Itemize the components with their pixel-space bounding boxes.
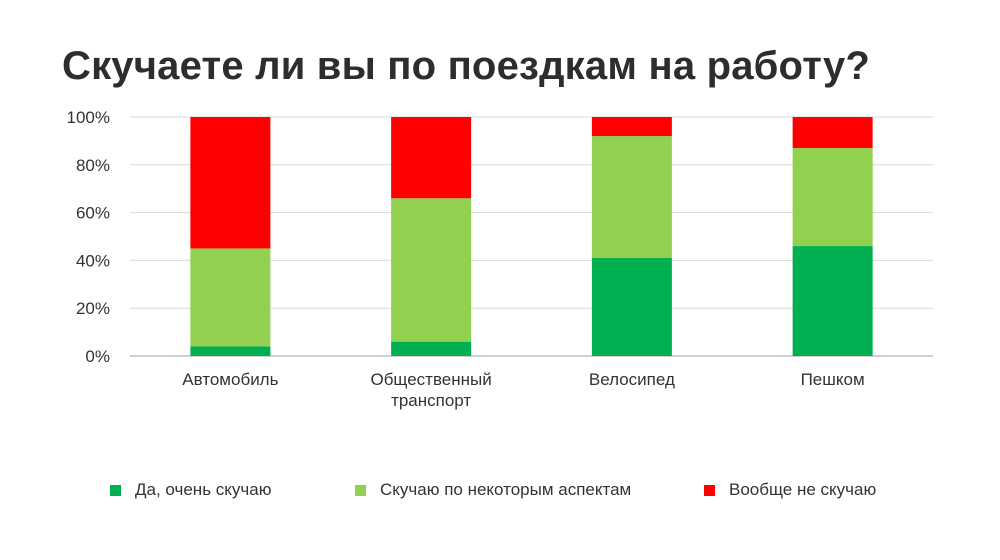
legend-label: Вообще не скучаю [729, 480, 877, 499]
bar-segment [591, 258, 672, 356]
legend-label: Да, очень скучаю [135, 480, 272, 499]
y-tick-label: 100% [67, 108, 110, 127]
bar-segment [391, 198, 472, 342]
bar-segment [792, 117, 873, 149]
bar-segment [190, 346, 271, 356]
chart-legend: Да, очень скучаю Скучаю по некоторым аспе… [0, 480, 1000, 504]
y-tick-label: 0% [85, 347, 110, 366]
legend-item: Вообще не скучаю [704, 480, 876, 500]
x-tick-label: Общественный транспорт [370, 370, 491, 410]
y-tick-label: 80% [76, 156, 110, 175]
y-tick-label: 60% [76, 204, 110, 223]
y-tick-label: 40% [76, 251, 110, 270]
legend-item: Скучаю по некоторым аспектам [355, 480, 631, 500]
y-tick-label: 20% [76, 299, 110, 318]
legend-swatch [110, 484, 121, 496]
bar-segment [391, 117, 472, 199]
bar-segment [792, 246, 873, 356]
x-tick-label: Велосипед [589, 370, 675, 389]
legend-label: Скучаю по некоторым аспектам [380, 480, 632, 499]
chart-title: Скучаете ли вы по поездкам на работу? [62, 44, 871, 88]
legend-swatch [704, 484, 715, 496]
legend-item: Да, очень скучаю [110, 480, 271, 500]
bar-segment [190, 248, 271, 347]
x-tick-label: Автомобиль [182, 370, 278, 389]
bar-segment [591, 136, 672, 259]
bar-segment [190, 117, 271, 249]
bar-segment [792, 148, 873, 247]
bar-segment [591, 117, 672, 137]
bar-segment [391, 341, 472, 356]
x-tick-label: Пешком [801, 370, 865, 389]
legend-swatch [355, 484, 366, 496]
